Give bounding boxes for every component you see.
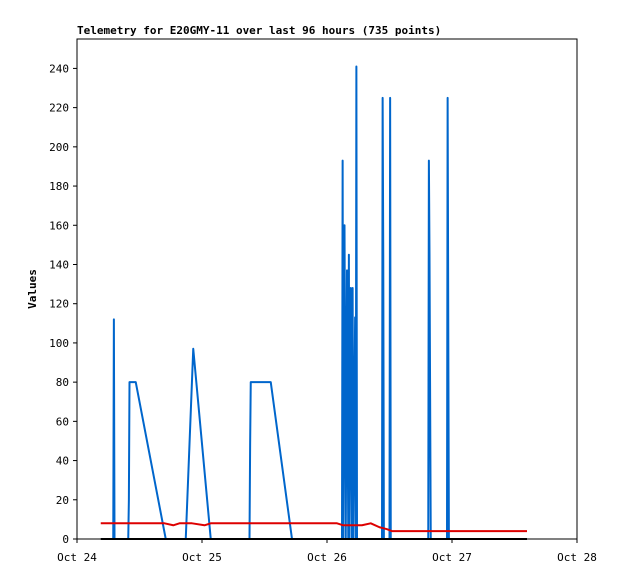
x-axis-ticks: Oct 24 Oct 25 Oct 26 Oct 27 Oct 28	[57, 539, 597, 564]
y-tick-label: 240	[49, 62, 69, 75]
series-layer	[100, 65, 527, 540]
y-tick-label: 20	[56, 494, 69, 507]
x-tick-label: Oct 28	[557, 551, 597, 564]
x-tick-label: Oct 24	[57, 551, 97, 564]
y-tick-label: 200	[49, 141, 69, 154]
series-line-0	[112, 65, 450, 540]
y-tick-label: 0	[62, 533, 69, 546]
y-tick-label: 120	[49, 298, 69, 311]
y-tick-label: 180	[49, 180, 69, 193]
y-tick-label: 160	[49, 219, 69, 232]
chart-title: Telemetry for E20GMY-11 over last 96 hou…	[77, 24, 441, 37]
x-tick-label: Oct 26	[307, 551, 347, 564]
y-tick-label: 220	[49, 102, 69, 115]
y-tick-label: 60	[56, 415, 69, 428]
y-tick-label: 100	[49, 337, 69, 350]
x-tick-label: Oct 25	[182, 551, 222, 564]
x-tick-label: Oct 27	[432, 551, 472, 564]
y-tick-label: 80	[56, 376, 69, 389]
series-line-1	[100, 522, 527, 533]
y-tick-label: 40	[56, 455, 69, 468]
y-axis-ticks: 0 20 40 60 80 100 120 140 160 180 200 220 240	[49, 62, 77, 546]
y-axis-label: Values	[26, 269, 39, 309]
y-tick-label: 140	[49, 258, 69, 271]
